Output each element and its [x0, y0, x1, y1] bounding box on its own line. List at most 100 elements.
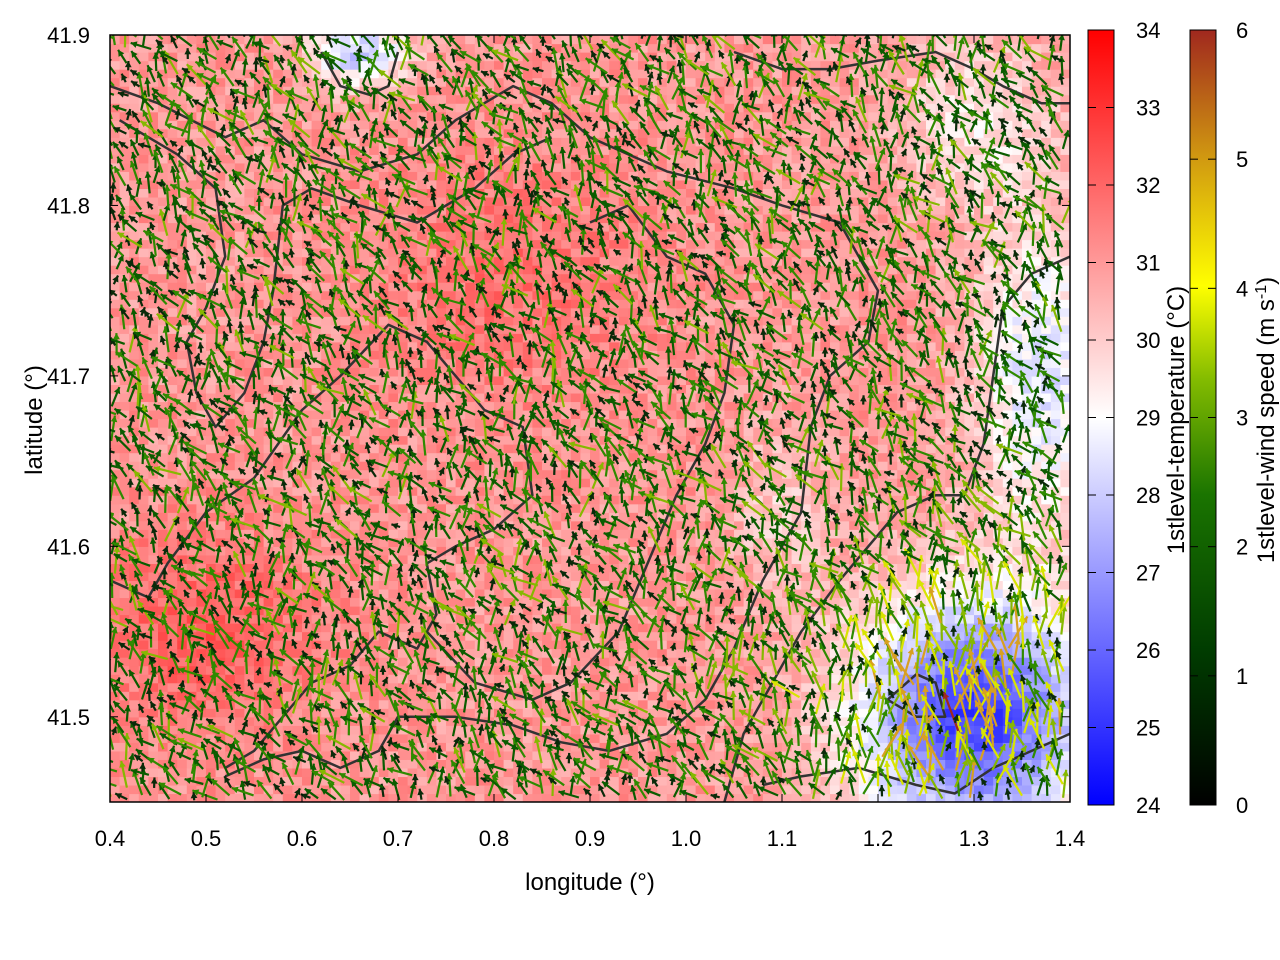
heatmap-cell [263, 597, 274, 607]
heatmap-cell [129, 401, 140, 411]
heatmap-cell [330, 648, 341, 658]
heatmap-cell [244, 213, 255, 224]
heatmap-cell [618, 461, 629, 471]
heatmap-cell [244, 299, 255, 309]
heatmap-cell [321, 324, 332, 334]
heatmap-cell [282, 478, 293, 488]
heatmap-cell [186, 580, 197, 590]
heatmap-cell [590, 111, 601, 121]
heatmap-cell [177, 188, 188, 198]
heatmap-cell [302, 171, 313, 181]
heatmap-cell [282, 52, 293, 62]
heatmap-cell [167, 640, 178, 650]
heatmap-cell [273, 77, 284, 87]
heatmap-cell [455, 94, 466, 104]
heatmap-cell [234, 725, 245, 735]
heatmap-cell [292, 188, 303, 198]
heatmap-cell [167, 605, 178, 616]
heatmap-cell [302, 231, 313, 241]
heatmap-cell [570, 248, 581, 258]
heatmap-cell [158, 171, 169, 181]
heatmap-cell [177, 52, 188, 62]
heatmap-cell [311, 478, 322, 488]
heatmap-cell [119, 605, 130, 616]
heatmap-cell [561, 316, 572, 326]
heatmap-cell [138, 137, 149, 147]
heatmap-cell [465, 776, 476, 786]
heatmap-cell [292, 273, 303, 283]
heatmap-cell [138, 162, 149, 172]
heatmap-cell [292, 750, 303, 760]
heatmap-cell [206, 682, 217, 692]
heatmap-cell [254, 571, 265, 582]
heatmap-cell [244, 205, 255, 215]
heatmap-cell [196, 767, 207, 778]
heatmap-cell [158, 358, 169, 368]
heatmap-cell [119, 759, 130, 769]
heatmap-cell [292, 767, 303, 778]
heatmap-cell [282, 231, 293, 241]
heatmap-cell [618, 674, 629, 684]
heatmap-cell [196, 554, 207, 564]
heatmap-cell [196, 392, 207, 403]
heatmap-cell [282, 469, 293, 479]
heatmap-cell [292, 282, 303, 292]
heatmap-cell [609, 273, 620, 283]
heatmap-cell [244, 248, 255, 258]
heatmap-cell [244, 427, 255, 437]
heatmap-cell [158, 265, 169, 275]
heatmap-cell [186, 231, 197, 241]
heatmap-cell [580, 546, 591, 556]
heatmap-cell [158, 452, 169, 462]
heatmap-cell [254, 537, 265, 547]
heatmap-cell [244, 597, 255, 607]
heatmap-cell [119, 316, 130, 326]
heatmap-cell [119, 529, 130, 539]
heatmap-cell [282, 554, 293, 564]
heatmap-cell [186, 750, 197, 760]
heatmap-cell [215, 512, 226, 522]
heatmap-cell [561, 299, 572, 309]
heatmap-cell [215, 435, 226, 445]
heatmap-cell [522, 793, 533, 802]
heatmap-cell [254, 128, 265, 138]
heatmap-cell [474, 580, 485, 590]
heatmap-cell [206, 196, 217, 207]
heatmap-cell [158, 154, 169, 164]
heatmap-cell [311, 503, 322, 513]
heatmap-cell [426, 469, 437, 479]
heatmap-cell [215, 588, 226, 599]
heatmap-cell [311, 384, 322, 394]
heatmap-cell [551, 691, 562, 701]
heatmap-cell [254, 111, 265, 121]
heatmap-cell [292, 179, 303, 189]
heatmap-cell [263, 256, 274, 266]
heatmap-cell [158, 495, 169, 505]
heatmap-cell [129, 452, 140, 462]
heatmap-cell [417, 248, 428, 258]
heatmap-cell [350, 793, 361, 802]
heatmap-cell [225, 640, 236, 650]
heatmap-cell [446, 418, 457, 428]
heatmap-cell [110, 495, 121, 505]
heatmap-cell [167, 392, 178, 403]
heatmap-cell [215, 554, 226, 564]
heatmap-cell [129, 512, 140, 522]
heatmap-cell [234, 742, 245, 752]
heatmap-cell [282, 486, 293, 496]
heatmap-cell [158, 691, 169, 701]
heatmap-cell [244, 461, 255, 471]
heatmap-cell [158, 273, 169, 283]
heatmap-cell [234, 196, 245, 207]
heatmap-cell [158, 588, 169, 599]
heatmap-cell [110, 469, 121, 479]
heatmap-cell [225, 631, 236, 641]
heatmap-cell [436, 273, 447, 283]
heatmap-cell [292, 350, 303, 360]
heatmap-cell [311, 571, 322, 582]
heatmap-cell [167, 316, 178, 326]
heatmap-cell [244, 171, 255, 181]
heatmap-cell [138, 145, 149, 155]
heatmap-cell [234, 674, 245, 684]
heatmap-cell [196, 86, 207, 96]
